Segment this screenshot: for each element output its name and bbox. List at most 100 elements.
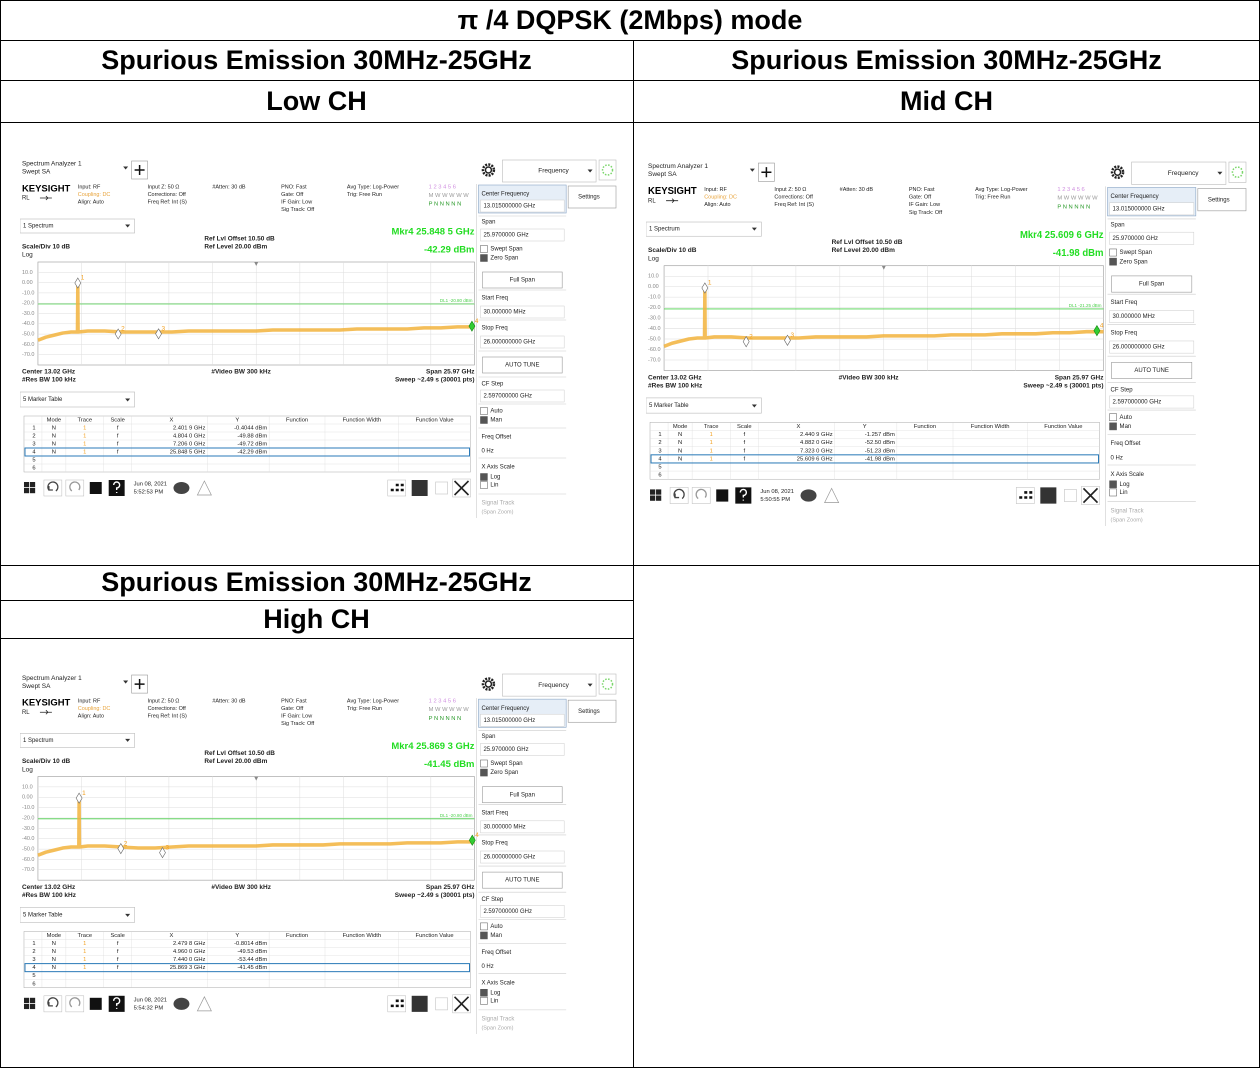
table-cell: 2 — [32, 434, 35, 440]
table-cell: 4.882 0 GHz — [800, 440, 833, 446]
option-icon — [480, 989, 487, 996]
label: Ref Lvl Offset 10.50 dB — [204, 750, 275, 757]
y-tick-label: -30.0 — [22, 311, 34, 317]
label: Start Freq — [481, 296, 508, 302]
table-cell: 7.440 0 GHz — [173, 957, 206, 963]
label: M W W W W W — [429, 193, 470, 199]
table-cell: -1.257 dBm — [865, 432, 895, 438]
option-icon — [480, 417, 487, 424]
table-cell: 1 — [710, 440, 713, 446]
label: KEYSIGHT — [22, 183, 71, 194]
table-cell: 25.848 5 GHz — [170, 450, 206, 456]
label: Trig: Free Run — [975, 195, 1010, 201]
table-header: Mode — [47, 933, 61, 939]
label: Stop Freq — [481, 326, 507, 332]
table-header: Trace — [704, 424, 719, 430]
marker-number: 2 — [121, 326, 125, 333]
label: 13.015000000 GHz — [483, 204, 535, 210]
test-heading: Spurious Emission 30MHz-25GHz — [633, 40, 1260, 80]
label: Sig Track: Off — [281, 721, 315, 727]
table-cell: 1 — [658, 432, 661, 438]
label: Swept Span — [490, 247, 522, 253]
table-cell: -51.23 dBm — [865, 448, 895, 454]
table-cell: N — [52, 965, 56, 971]
label: 30.000000 MHz — [483, 310, 525, 316]
table-cell: -52.50 dBm — [865, 440, 895, 446]
y-tick-label: -50.0 — [648, 336, 661, 342]
table-cell: N — [52, 426, 56, 432]
y-tick-label: -40.0 — [648, 326, 661, 332]
label: Center Frequency — [1111, 194, 1160, 200]
label: IF Gain: Low — [909, 202, 941, 208]
y-tick-label: 10.0 — [22, 270, 33, 276]
label: Trig: Free Run — [347, 192, 382, 198]
label: 13.015000000 GHz — [483, 718, 535, 724]
taskbar-button — [388, 480, 406, 496]
label: 26.000000000 GHz — [483, 340, 535, 346]
label: Ref Level 20.00 dBm — [204, 758, 267, 765]
label: M W W W W W — [429, 707, 470, 713]
table-cell: -49.72 dBm — [237, 442, 267, 448]
table-header: Mode — [673, 424, 688, 430]
label: Input Z: 50 Ω — [148, 184, 180, 190]
label: Settings — [1208, 197, 1230, 203]
y-tick-label: -50.0 — [22, 332, 34, 338]
table-header: Function — [914, 424, 936, 430]
label: Ref Lvl Offset 10.50 dB — [832, 239, 903, 246]
marker-readout: Mkr4 25.869 3 GHz — [391, 741, 474, 752]
y-tick-label: 10.0 — [22, 784, 33, 790]
label: Trig: Free Run — [347, 706, 382, 712]
label: Log — [1120, 482, 1130, 488]
label: 25.9700000 GHz — [483, 747, 528, 753]
label: Swept Span — [490, 761, 522, 767]
table-header: Function Value — [416, 933, 454, 939]
table-cell: 1 — [83, 442, 86, 448]
table-cell: N — [678, 432, 682, 438]
table-cell: -0.8014 dBm — [234, 941, 267, 947]
label: #Atten: 30 dB — [212, 184, 246, 190]
marker-number: 4 — [1100, 322, 1104, 329]
option-icon — [480, 255, 487, 262]
option-icon — [1110, 249, 1117, 256]
label: P N N N N N — [429, 716, 462, 722]
marker-number: 1 — [81, 275, 85, 282]
table-cell: 7.323 0 GHz — [800, 448, 833, 454]
y-tick-label: 0.00 — [22, 280, 33, 286]
label: #Video BW 300 kHz — [211, 369, 270, 376]
option-icon — [480, 923, 487, 930]
table-header: Y — [235, 418, 239, 424]
table-cell: 1 — [710, 432, 713, 438]
time: 5:50:55 PM — [760, 497, 790, 503]
time: 5:54:32 PM — [134, 1005, 164, 1011]
label: #Atten: 30 dB — [212, 699, 246, 705]
label: Gate: Off — [281, 706, 304, 712]
channel-heading: Low CH — [0, 80, 633, 122]
windows-icon — [30, 482, 35, 487]
label: Center 13.02 GHz — [648, 374, 702, 381]
marker-number: 1 — [708, 280, 712, 287]
marker-readout: Mkr4 25.848 5 GHz — [391, 226, 474, 237]
table-cell: 3 — [658, 448, 661, 454]
windows-icon — [24, 1004, 29, 1009]
option-icon — [480, 482, 487, 489]
table-cell: N — [52, 949, 56, 955]
label: Center Frequency — [481, 706, 529, 712]
table-cell: 25.869 3 GHz — [170, 965, 206, 971]
label: IF Gain: Low — [281, 714, 312, 720]
table-cell: 3 — [32, 957, 35, 963]
y-tick-label: -20.0 — [648, 305, 661, 311]
option-icon — [480, 474, 487, 481]
y-tick-label: -60.0 — [22, 342, 34, 348]
label: Coupling: DC — [78, 706, 111, 712]
label: Zero Span — [490, 256, 518, 262]
label: Zero Span — [490, 770, 518, 776]
y-tick-label: -50.0 — [22, 847, 34, 853]
table-cell: 25.609 6 GHz — [797, 456, 833, 462]
table-header: Function — [286, 418, 308, 424]
windows-icon — [24, 482, 29, 487]
label: 13.015000000 GHz — [1113, 206, 1165, 212]
document: π /4 DQPSK (2Mbps) mode Spurious Emissio… — [0, 0, 1260, 1068]
label: 1 2 3 4 5 6 — [429, 185, 456, 191]
label: Center 13.02 GHz — [22, 884, 76, 891]
label: Log — [490, 990, 500, 996]
